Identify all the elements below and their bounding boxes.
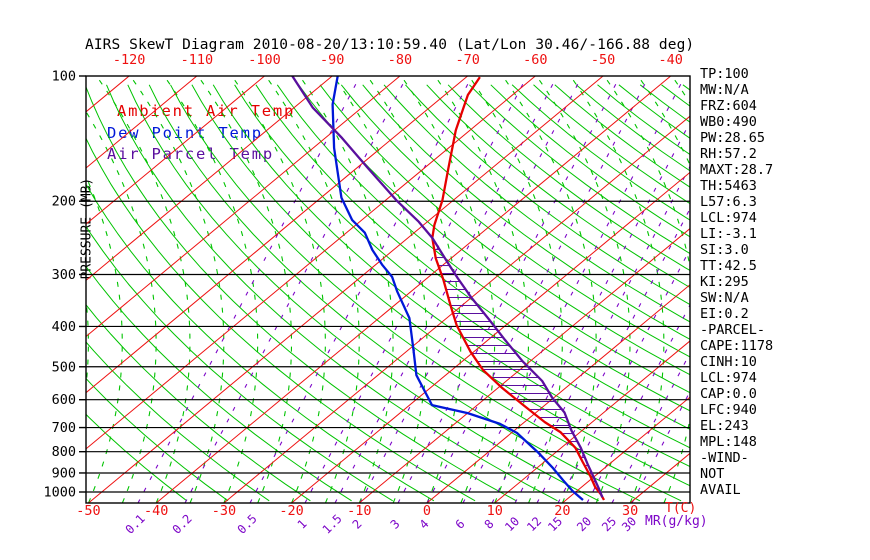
stats-panel: TP:100 MW:N/A FRZ:604 WB0:490 PW:28.65 RH:57.… [700,66,773,498]
stat-line: TT:42.5 [700,258,757,274]
stat-line: LCL:974 [700,370,757,386]
pressure-tick-label: 500 [52,359,76,375]
stat-line: AVAIL [700,482,741,498]
temp-unit-label: T(C) [665,501,697,516]
stat-line: TP:100 [700,66,749,82]
stat-line: FRZ:604 [700,98,757,114]
stat-line: PW:28.65 [700,130,766,146]
mixing-ratio-tick-label: 3 [388,517,403,532]
temp-bottom-tick-label: 20 [554,503,570,519]
temp-top-tick-label: -50 [591,52,615,68]
pressure-tick-label: 400 [52,319,76,335]
mixing-ratio-tick-label: 0.5 [235,512,260,537]
mixing-ratio-tick-label: 1.5 [320,512,345,537]
stat-line: MAXT:28.7 [700,162,774,178]
pressure-tick-label: 900 [52,465,76,481]
temp-bottom-tick-label: -40 [144,503,168,519]
chart-title: AIRS SkewT Diagram 2010-08-20/13:10:59.4… [85,37,695,53]
temp-bottom-tick-label: -10 [347,503,371,519]
temp-top-tick-label: -40 [659,52,683,68]
mixing-ratio-tick-label: 6 [453,517,468,532]
stat-line: NOT [700,466,725,482]
stat-line: CAPE:1178 [700,338,774,354]
legend-dewpoint-label: Dew Point Temp [107,124,263,142]
stat-line: MPL:148 [700,434,757,450]
temp-top-tick-label: -80 [388,52,412,68]
temp-top-tick-label: -110 [181,52,214,68]
temp-bottom-tick-label: 10 [487,503,503,519]
stat-line: LCL:974 [700,210,757,226]
mixing-ratio-tick-label: 10 [502,514,522,534]
stat-line: EL:243 [700,418,749,434]
stat-line: LFC:940 [700,402,757,418]
pressure-tick-label: 300 [52,267,76,283]
stat-line: SI:3.0 [700,242,749,258]
mixing-ratio-tick-label: 12 [524,514,544,534]
stat-line: TH:5463 [700,178,757,194]
mixing-ratio-tick-label: 0.2 [170,512,195,537]
temp-bottom-tick-label: -30 [212,503,236,519]
pressure-tick-label: 600 [52,392,76,408]
temp-top-tick-label: -120 [113,52,146,68]
pressure-tick-label: 700 [52,420,76,436]
stat-line: MW:N/A [700,82,749,98]
temp-bottom-tick-label: 0 [423,503,431,519]
stat-line: KI:295 [700,274,749,290]
stat-line: CAP:0.0 [700,386,757,402]
stat-line: -WIND- [700,450,749,466]
pressure-tick-label: 800 [52,444,76,460]
pressure-tick-label: 1000 [43,485,76,501]
stat-line: CINH:10 [700,354,757,370]
mixing-ratio-tick-label: 25 [599,514,619,534]
stat-line: EI:0.2 [700,306,749,322]
temp-top-tick-label: -70 [455,52,479,68]
temp-top-tick-label: -100 [248,52,281,68]
temp-top-tick-label: -90 [320,52,344,68]
legend-dew-point-temp: Dew Point Temp [107,124,263,142]
stat-line: L57:6.3 [700,194,757,210]
temp-bottom-tick-label: 30 [622,503,638,519]
stat-line: SW:N/A [700,290,749,306]
temp-bottom-tick-label: -20 [279,503,303,519]
stat-line: -PARCEL- [700,322,766,338]
temp-top-tick-label: -60 [523,52,547,68]
pressure-tick-label: 200 [52,194,76,210]
stat-line: RH:57.2 [700,146,757,162]
temp-bottom-tick-label: -50 [76,503,100,519]
stat-line: WB0:490 [700,114,757,130]
pressure-tick-label: 100 [52,69,76,85]
stat-line: LI:-3.1 [700,226,757,242]
mixing-ratio-tick-label: 20 [574,514,594,534]
mixing-unit-label: MR(g/kg) [645,514,708,529]
